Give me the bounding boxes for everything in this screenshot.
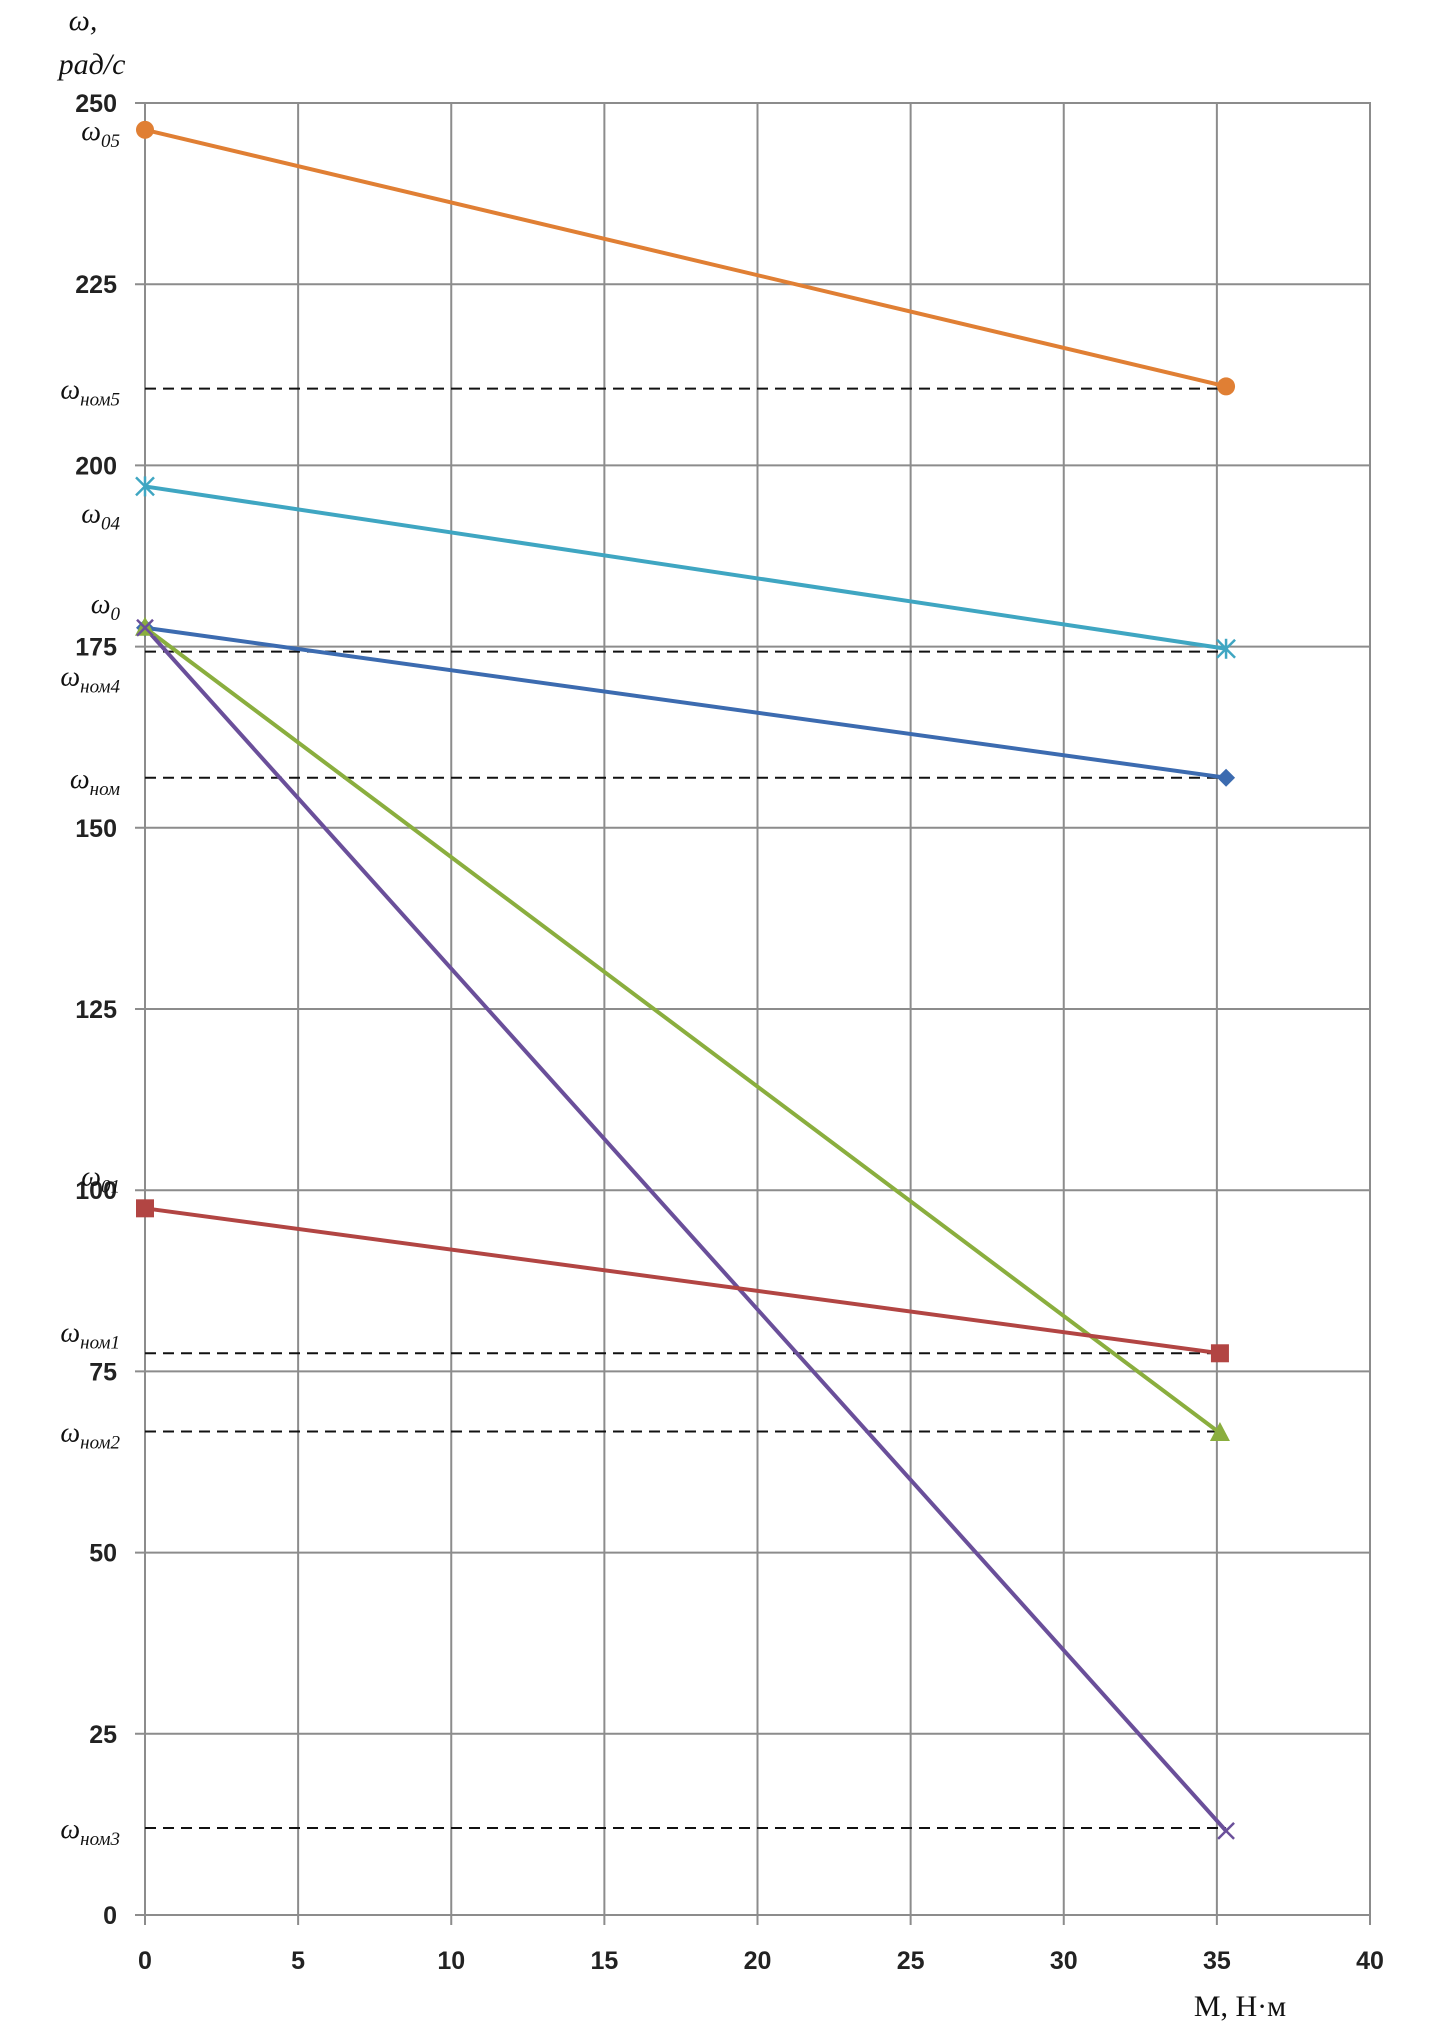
- omega-symbol: ω: [60, 1418, 80, 1449]
- y-tick-label: 125: [75, 996, 117, 1024]
- omega-label: ωном5: [60, 375, 120, 411]
- omega-label: ω01: [81, 1162, 120, 1198]
- omega-symbol: ω: [60, 375, 80, 406]
- omega-symbol: ω: [81, 1162, 101, 1193]
- x-marker-stroke: [1217, 1822, 1235, 1840]
- series-line: [144, 1206, 1221, 1356]
- y-tick-label: 175: [75, 634, 117, 662]
- x-tick-label: 5: [291, 1947, 305, 1975]
- omega-label: ωном1: [60, 1318, 120, 1354]
- tick-labels: 0 5 10 15 20 25 30 35 40025507510012515017520022…: [75, 90, 1384, 1975]
- omega-label: ωном: [70, 764, 120, 800]
- omega-symbol: ω: [91, 589, 111, 620]
- omega-subscript: ном4: [80, 677, 120, 698]
- x-tick-label: 35: [1203, 1947, 1231, 1975]
- omega-label: ω0: [91, 589, 121, 625]
- omega-subscript: ном: [90, 779, 120, 800]
- series-line: [143, 626, 1222, 1435]
- omega-subscript: 01: [101, 1177, 120, 1198]
- omega-label: ωном4: [60, 662, 120, 698]
- triangle-marker: [1209, 1422, 1230, 1442]
- y-tick-label: 25: [89, 1721, 117, 1749]
- series-line: [143, 626, 1228, 1833]
- omega-subscript: 04: [101, 514, 121, 535]
- x-tick-label: 15: [590, 1947, 618, 1975]
- omega-symbol: ω: [81, 116, 101, 147]
- x-tick-label: 0: [138, 1947, 152, 1975]
- circle-marker: [1217, 377, 1236, 396]
- circle-marker: [136, 120, 154, 139]
- series-group: [135, 120, 1236, 1840]
- series-line: [144, 127, 1227, 389]
- omega-symbol: ω: [60, 662, 80, 693]
- reference-lines: [145, 387, 1227, 1830]
- y-tick-label: 225: [75, 271, 117, 299]
- omega-label: ωном3: [60, 1814, 120, 1850]
- y-axis-title-line2: рад/с: [57, 48, 126, 81]
- omega-subscript: ном2: [80, 1433, 120, 1454]
- omega-subscript: ном3: [80, 1829, 120, 1850]
- y-tick-label: 150: [75, 815, 117, 843]
- series-line: [144, 625, 1227, 780]
- diamond-marker: [1217, 768, 1236, 787]
- y-axis-title-line1: ω,: [69, 4, 98, 37]
- x-tick-label: 30: [1050, 1947, 1078, 1975]
- series-line: [144, 484, 1227, 651]
- x-tick-label: 40: [1356, 1947, 1384, 1975]
- y-tick-label: 100: [75, 1177, 117, 1205]
- y-tick-label: 0: [103, 1902, 117, 1930]
- y-tick-label: 200: [75, 452, 117, 480]
- omega-symbol: ω: [81, 499, 101, 530]
- x-tick-label: 25: [897, 1947, 925, 1975]
- omega-subscript: ном1: [80, 1333, 120, 1354]
- x-axis-title: M, Н·м: [1194, 1990, 1286, 2023]
- omega-symbol: ω: [70, 764, 90, 795]
- omega-subscript: ном5: [80, 390, 120, 411]
- x-tick-label: 20: [744, 1947, 772, 1975]
- x-marker-stroke: [136, 618, 154, 637]
- omega-label: ω04: [81, 499, 120, 535]
- grid: [135, 102, 1371, 1925]
- y-tick-label: 75: [89, 1358, 117, 1386]
- square-marker: [1210, 1344, 1229, 1363]
- omega-label: ω05: [81, 116, 120, 152]
- omega-label: ωном2: [60, 1418, 120, 1454]
- y-tick-label: 50: [89, 1540, 117, 1568]
- omega-symbol: ω: [60, 1814, 80, 1845]
- omega-subscript: 0: [111, 604, 121, 625]
- omega-symbol: ω: [60, 1318, 80, 1349]
- omega-subscript: 05: [101, 131, 120, 152]
- x-tick-label: 10: [437, 1947, 465, 1975]
- square-marker: [136, 1199, 154, 1218]
- y-tick-label: 250: [75, 90, 117, 118]
